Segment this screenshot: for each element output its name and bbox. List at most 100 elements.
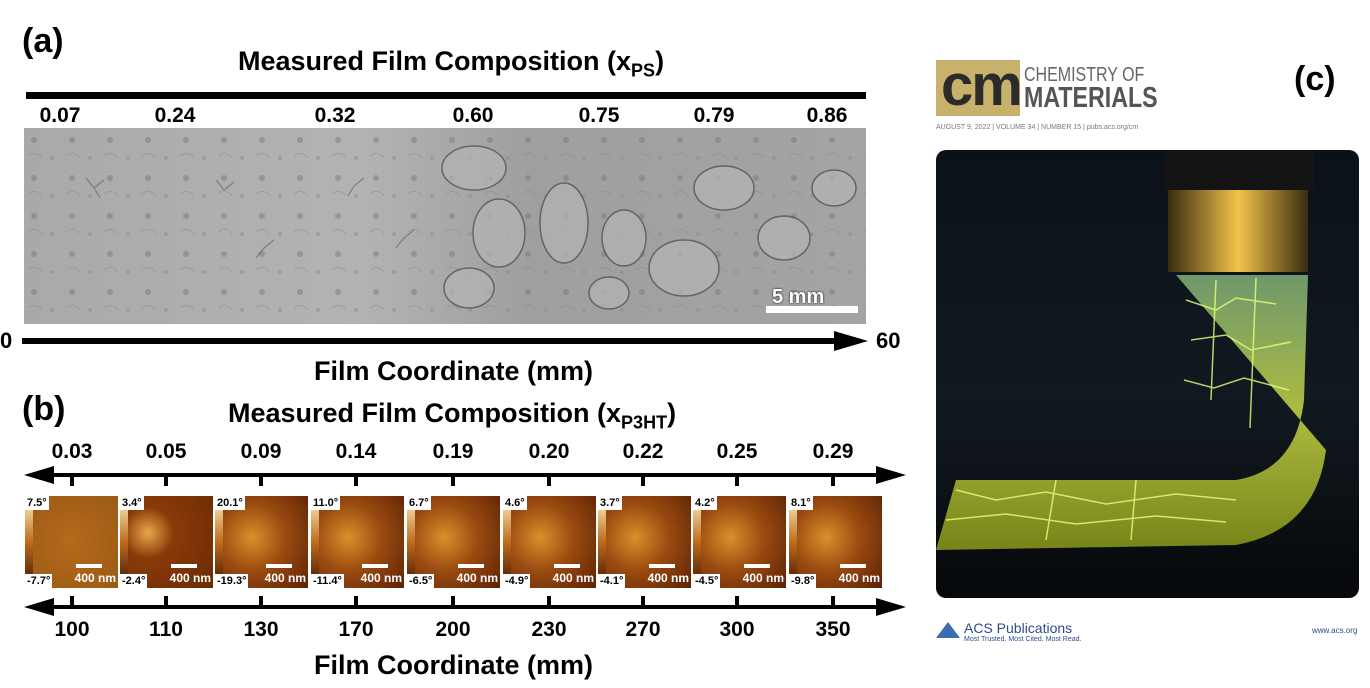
afm-scale-bar (554, 564, 580, 568)
afm-image: 6.7° -6.5° 400 nm (407, 496, 500, 588)
panel-b-axis-label: Film Coordinate (mm) (314, 650, 594, 680)
afm-color-bar (120, 496, 128, 588)
acs-publications-label: ACS Publications (964, 620, 1073, 636)
composition-label: 0.86 (806, 104, 848, 127)
film-coordinate-end: 60 (876, 328, 901, 353)
afm-min-label: -2.4° (120, 574, 148, 588)
composition-label: 0.75 (578, 104, 620, 127)
afm-color-bar (311, 496, 319, 588)
panel-a-title: Measured Film Composition (xPS) (238, 46, 665, 81)
afm-color-bar (789, 496, 797, 588)
afm-max-label: 4.2° (693, 496, 717, 510)
composition-label: 0.05 (145, 440, 187, 463)
afm-color-bar (25, 496, 33, 588)
afm-max-label: 6.7° (407, 496, 431, 510)
afm-max-label: 7.5° (25, 496, 49, 510)
composition-label: 0.07 (39, 104, 81, 127)
journal-name-line2: MATERIALS (1024, 82, 1158, 114)
afm-min-label: -9.8° (789, 574, 817, 588)
afm-scale-bar (76, 564, 102, 568)
afm-image: 3.7° -4.1° 400 nm (598, 496, 691, 588)
composition-label: 0.19 (432, 440, 474, 463)
composition-label: 0.24 (154, 104, 196, 127)
coordinate-label: 230 (531, 618, 567, 641)
cover-illustration (936, 150, 1326, 550)
coordinate-label: 170 (338, 618, 374, 641)
afm-scale-label: 400 nm (169, 571, 211, 585)
afm-scale-bar (362, 564, 388, 568)
composition-label: 0.32 (314, 104, 356, 127)
afm-scale-label: 400 nm (552, 571, 594, 585)
afm-min-label: -11.4° (311, 574, 344, 588)
afm-max-label: 3.4° (120, 496, 144, 510)
composition-label: 0.60 (452, 104, 494, 127)
afm-max-label: 20.1° (215, 496, 245, 510)
panel-b-title: Measured Film Composition (xP3HT) (228, 398, 677, 433)
afm-min-label: -6.5° (407, 574, 435, 588)
composition-label: 0.79 (693, 104, 735, 127)
afm-scale-label: 400 nm (360, 571, 402, 585)
afm-min-label: -19.3° (215, 574, 249, 588)
composition-label: 0.25 (716, 440, 758, 463)
acs-tagline: Most Trusted. Most Cited. Most Read. (964, 636, 1082, 643)
journal-cover-image (936, 150, 1359, 598)
afm-color-bar (693, 496, 701, 588)
film-photograph: 5 mm (24, 128, 866, 324)
afm-scale-bar (840, 564, 866, 568)
composition-label: 0.14 (335, 440, 377, 463)
afm-scale-bar (171, 564, 197, 568)
composition-label: 0.09 (240, 440, 282, 463)
coordinate-label: 200 (435, 618, 471, 641)
coordinate-label: 350 (815, 618, 851, 641)
acs-logo-icon (936, 622, 960, 638)
composition-double-arrow (24, 466, 906, 486)
film-coordinate-start: 0 (0, 328, 13, 353)
afm-scale-label: 400 nm (742, 571, 784, 585)
coordinate-label: 100 (54, 618, 90, 641)
afm-color-bar (215, 496, 223, 588)
coordinate-label: 130 (243, 618, 279, 641)
afm-scale-label: 400 nm (456, 571, 498, 585)
afm-min-label: -4.1° (598, 574, 626, 588)
panel-a-label: (a) (22, 22, 64, 60)
afm-scale-bar (744, 564, 770, 568)
afm-scale-label: 400 nm (264, 571, 306, 585)
composition-label: 0.03 (51, 440, 93, 463)
composition-label: 0.29 (812, 440, 854, 463)
afm-scale-bar (649, 564, 675, 568)
afm-min-label: -7.7° (25, 574, 53, 588)
scale-bar-label: 5 mm (772, 286, 825, 308)
journal-issue-line: AUGUST 9, 2022 | VOLUME 34 | NUMBER 15 |… (936, 124, 1139, 131)
afm-scale-label: 400 nm (647, 571, 689, 585)
afm-image: 7.5° -7.7° 400 nm (25, 496, 118, 588)
afm-min-label: -4.5° (693, 574, 721, 588)
afm-scale-bar (266, 564, 292, 568)
coordinate-double-arrow (24, 596, 906, 616)
panel-a-axis-label: Film Coordinate (mm) (314, 356, 594, 386)
journal-logo-text: cm (941, 53, 1023, 118)
panel-a-top-bar (26, 92, 866, 99)
afm-color-bar (503, 496, 511, 588)
acs-url: www.acs.org (1312, 626, 1358, 635)
afm-scale-label: 400 nm (74, 571, 116, 585)
afm-image: 11.0° -11.4° 400 nm (311, 496, 404, 588)
afm-image: 8.1° -9.8° 400 nm (789, 496, 882, 588)
afm-image: 20.1° -19.3° 400 nm (215, 496, 308, 588)
afm-max-label: 8.1° (789, 496, 813, 510)
composition-label: 0.20 (528, 440, 570, 463)
afm-max-label: 3.7° (598, 496, 622, 510)
coordinate-label: 270 (625, 618, 661, 641)
film-coordinate-arrow (22, 331, 868, 351)
scale-bar (766, 306, 858, 313)
afm-max-label: 11.0° (311, 496, 341, 510)
afm-max-label: 4.6° (503, 496, 527, 510)
journal-name-line1: CHEMISTRY OF (1024, 64, 1145, 86)
afm-color-bar (598, 496, 606, 588)
journal-logo (936, 60, 1020, 116)
film-texture (24, 128, 866, 324)
afm-image: 4.6° -4.9° 400 nm (503, 496, 596, 588)
afm-min-label: -4.9° (503, 574, 531, 588)
panel-b-label: (b) (22, 390, 66, 428)
afm-image: 4.2° -4.5° 400 nm (693, 496, 786, 588)
coordinate-label: 300 (719, 618, 755, 641)
